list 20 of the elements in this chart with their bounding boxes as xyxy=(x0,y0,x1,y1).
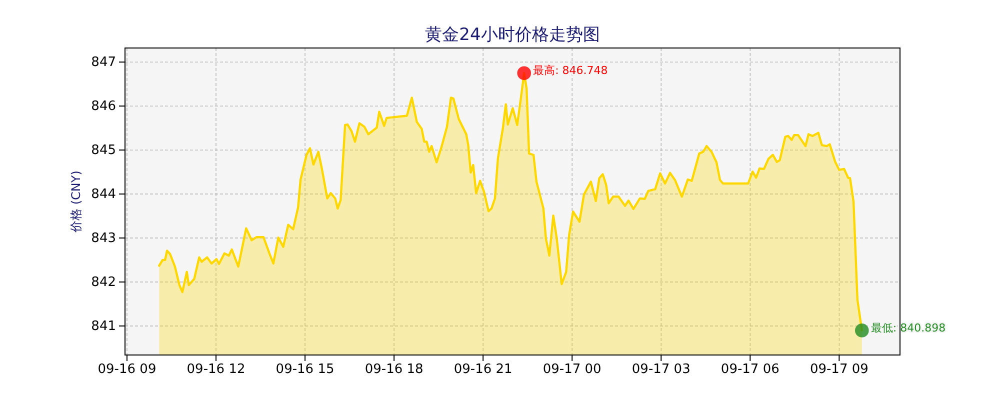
y-axis-title: 价格 (CNY) xyxy=(69,170,83,234)
y-tick-label: 843 xyxy=(91,231,116,246)
y-tick-label: 845 xyxy=(91,143,116,158)
x-tick-label: 09-17 06 xyxy=(720,362,780,378)
x-tick-label: 09-17 03 xyxy=(632,362,690,378)
x-tick-label: 09-16 18 xyxy=(364,362,424,378)
annotation: 最低: 840.898 xyxy=(870,321,946,334)
x-tick-label: 09-17 09 xyxy=(810,362,868,378)
chart-title: 黄金24小时价格走势图 xyxy=(425,25,600,45)
x-tick-label: 09-16 09 xyxy=(98,362,156,378)
x-tick-label: 09-16 21 xyxy=(454,362,512,378)
x-tick-label: 09-16 12 xyxy=(186,362,246,378)
y-tick-label: 841 xyxy=(91,319,116,334)
x-tick-label: 09-16 15 xyxy=(276,362,334,378)
y-tick-label: 844 xyxy=(91,187,116,202)
y-tick-label: 842 xyxy=(91,275,116,290)
y-tick-label: 846 xyxy=(91,99,116,114)
y-tick-label: 847 xyxy=(91,55,116,70)
annotation: 最高: 846.748 xyxy=(533,64,608,78)
x-tick-label: 09-17 00 xyxy=(542,362,602,378)
